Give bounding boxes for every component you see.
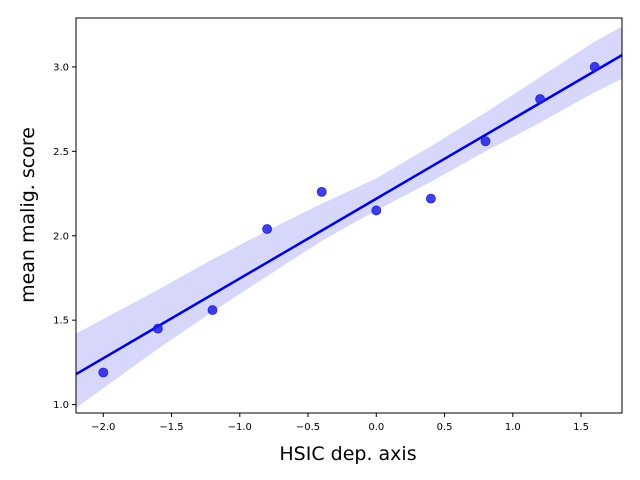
data-point <box>480 136 491 147</box>
x-tick-label: −1.5 <box>159 422 183 433</box>
y-axis-label: mean malig. score <box>17 127 39 303</box>
data-point <box>316 186 327 197</box>
data-point <box>152 323 163 334</box>
x-axis-label: HSIC dep. axis <box>279 443 416 465</box>
data-point <box>207 305 218 315</box>
data-point <box>98 367 109 378</box>
x-tick-label: 1.5 <box>573 422 589 433</box>
x-ticks-layer: −2.0 −1.5 −1.0 −0.5 0.0 0.5 1.0 1.5 <box>91 413 589 433</box>
axes-layer <box>75 17 623 414</box>
regression-line <box>76 54 622 376</box>
y-tick-label: 1.5 <box>53 316 69 327</box>
x-tick-label: −1.0 <box>228 422 252 433</box>
x-tick-label: 1.0 <box>505 422 521 433</box>
data-points-layer <box>98 62 600 378</box>
confidence-band-layer <box>76 26 622 408</box>
x-tick-label: 0.5 <box>437 422 453 433</box>
data-point <box>262 224 273 234</box>
confidence-band <box>76 26 622 408</box>
x-tick-label: 0.0 <box>368 422 384 433</box>
regression-line-layer <box>76 54 622 376</box>
x-tick-label: −0.5 <box>296 422 320 433</box>
data-point <box>589 62 600 72</box>
data-point <box>371 205 382 216</box>
plot-frame <box>75 17 623 414</box>
y-tick-label: 1.0 <box>53 400 69 411</box>
y-tick-label: 3.0 <box>53 62 69 73</box>
y-tick-label: 2.5 <box>53 147 69 158</box>
y-ticks-layer: 1.0 1.5 2.0 2.5 3.0 <box>53 62 76 411</box>
y-tick-label: 2.0 <box>53 231 69 242</box>
data-point <box>425 193 436 204</box>
x-tick-label: −2.0 <box>91 422 115 433</box>
data-point <box>535 94 545 104</box>
